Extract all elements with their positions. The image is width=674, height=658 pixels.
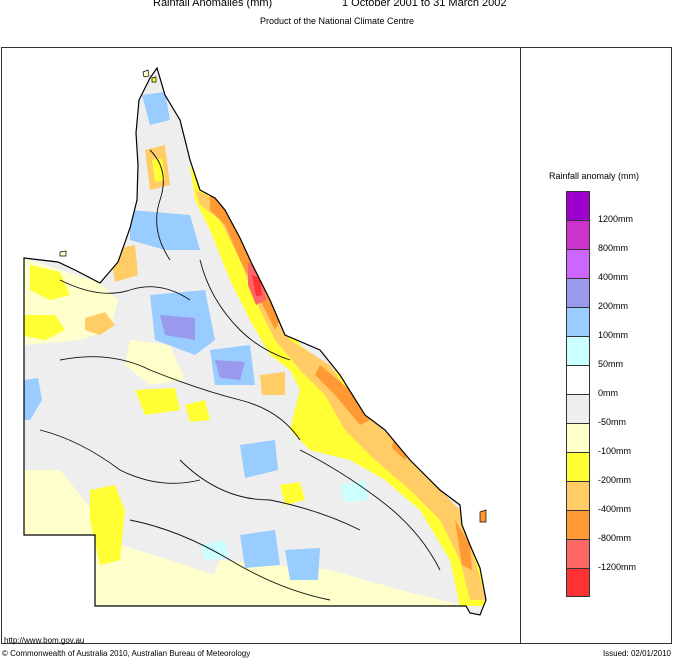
zone-east-coast-darkorange-4	[455, 520, 472, 570]
zone-inland-very-wet-1	[160, 315, 195, 340]
zone-inland-very-wet-2	[215, 360, 245, 380]
fraser-island	[479, 509, 487, 523]
bom-url[interactable]: http://www.bom.gov.au	[4, 636, 85, 645]
zone-southeast-wet-2	[240, 530, 280, 568]
legend-swatch	[566, 220, 590, 249]
legend-swatch	[566, 191, 590, 220]
zone-south-dry	[200, 560, 466, 606]
zone-west-yellow-2	[24, 315, 65, 340]
zone-gulf-wet	[130, 210, 200, 250]
map-title-bar: Rainfall Anomalies (mm) 1 October 2001 t…	[0, 0, 674, 14]
zone-inland-orange	[260, 372, 285, 395]
legend-swatch	[566, 307, 590, 336]
zone-southeast-light-wet	[340, 480, 368, 502]
zone-west-yellow-1	[30, 265, 70, 300]
legend-tick-label: -100mm	[598, 446, 632, 456]
legend-swatch	[566, 539, 590, 568]
legend-tick-label: -800mm	[598, 533, 632, 543]
legend-swatch	[566, 394, 590, 423]
legend-tick-label: -1200mm	[598, 562, 637, 572]
legend-swatch	[566, 278, 590, 307]
legend-swatch	[566, 336, 590, 365]
zone-southeast-wet-3	[285, 548, 320, 580]
map-title: Rainfall Anomalies (mm)	[153, 0, 273, 9]
zone-southeast-wet-1	[240, 440, 278, 478]
gulf-island	[59, 250, 67, 257]
zone-central-yellow-2	[185, 400, 210, 422]
legend-tick-label: 50mm	[598, 359, 624, 369]
legend-swatch	[566, 510, 590, 539]
legend-swatch	[566, 452, 590, 481]
zone-cape-yellow	[152, 158, 165, 182]
map-subtitle: Product of the National Climate Centre	[259, 16, 415, 26]
legend-divider	[520, 47, 521, 644]
zone-southwest-dry	[24, 470, 230, 606]
zone-central-yellow-1	[135, 388, 180, 415]
zone-southwest-yellow	[90, 485, 125, 565]
zone-west-orange	[85, 312, 115, 335]
queensland-rainfall-map	[23, 66, 487, 616]
zone-east-coast-darkorange-2	[315, 365, 370, 425]
state-border	[23, 66, 487, 616]
zone-west-wet	[24, 378, 42, 420]
legend-tick-label: 0mm	[598, 388, 618, 398]
legend-tick-label: -50mm	[598, 417, 627, 427]
legend-tick-label: 400mm	[598, 272, 629, 282]
legend-tick-label: 1200mm	[598, 214, 634, 224]
legend-tick-label: 100mm	[598, 330, 629, 340]
zone-central-pale	[125, 340, 185, 385]
legend-title: Rainfall anomaly (mm)	[549, 171, 640, 181]
torres-strait-island-1	[142, 69, 150, 78]
zone-cape-wet-1	[142, 92, 170, 125]
contour-lines	[39, 149, 441, 601]
legend-swatch	[566, 568, 590, 597]
legend-tick-label: 200mm	[598, 301, 629, 311]
map-period: 1 October 2001 to 31 March 2002	[342, 0, 507, 9]
legend-swatch	[566, 481, 590, 510]
copyright-notice: © Commonwealth of Australia 2010, Austra…	[2, 649, 251, 658]
issued-date: Issued: 02/01/2010	[602, 649, 671, 658]
legend-swatch	[566, 365, 590, 394]
legend-swatch	[566, 249, 590, 278]
torres-strait-island-2	[151, 76, 157, 83]
map-frame	[1, 47, 672, 644]
legend-swatch	[566, 423, 590, 452]
legend-tick-label: -200mm	[598, 475, 632, 485]
legend-tick-label: 800mm	[598, 243, 629, 253]
legend-tick-label: -400mm	[598, 504, 632, 514]
zone-inland-yellow	[280, 482, 305, 505]
